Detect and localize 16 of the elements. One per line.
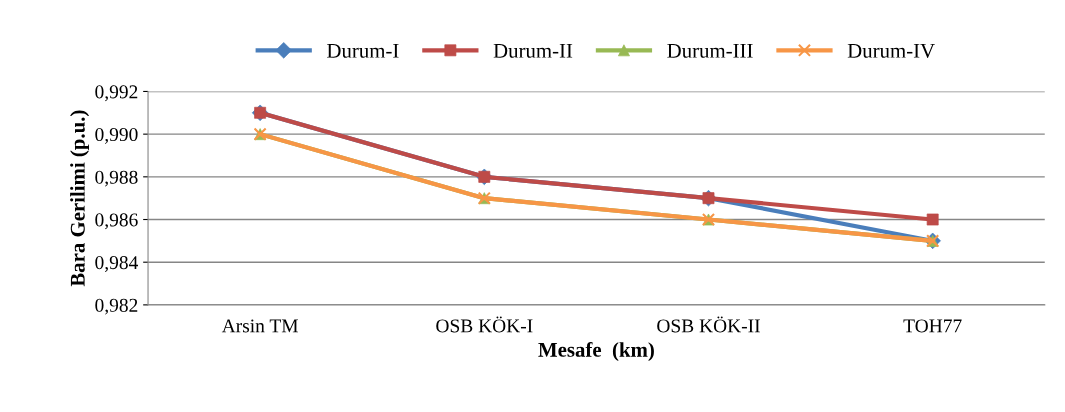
legend-label: Durum-IV (847, 43, 935, 58)
y-tick-label: 0,988 (95, 170, 138, 187)
y-tick-label: 0,992 (95, 85, 138, 102)
x-axis-title: Mesafe (km) (538, 341, 654, 362)
legend-label: Durum-III (667, 43, 753, 58)
y-tick-label: 0,990 (95, 127, 138, 144)
legend-label: Durum-II (493, 43, 573, 58)
y-tick-label: 0,982 (95, 298, 138, 315)
x-tick-label: Arsin TM (221, 319, 298, 333)
y-tick-label: 0,984 (95, 256, 139, 272)
y-tick-label: 0,986 (95, 213, 138, 230)
x-tick-label: OSB KÖK-II (657, 316, 760, 333)
legend-label: Durum-I (327, 43, 399, 58)
x-tick-label: OSB KÖK-I (436, 316, 533, 333)
x-tick-label: TOH77 (903, 319, 962, 333)
y-axis-title: Bara Gerilimi (p.u.) (70, 110, 90, 287)
